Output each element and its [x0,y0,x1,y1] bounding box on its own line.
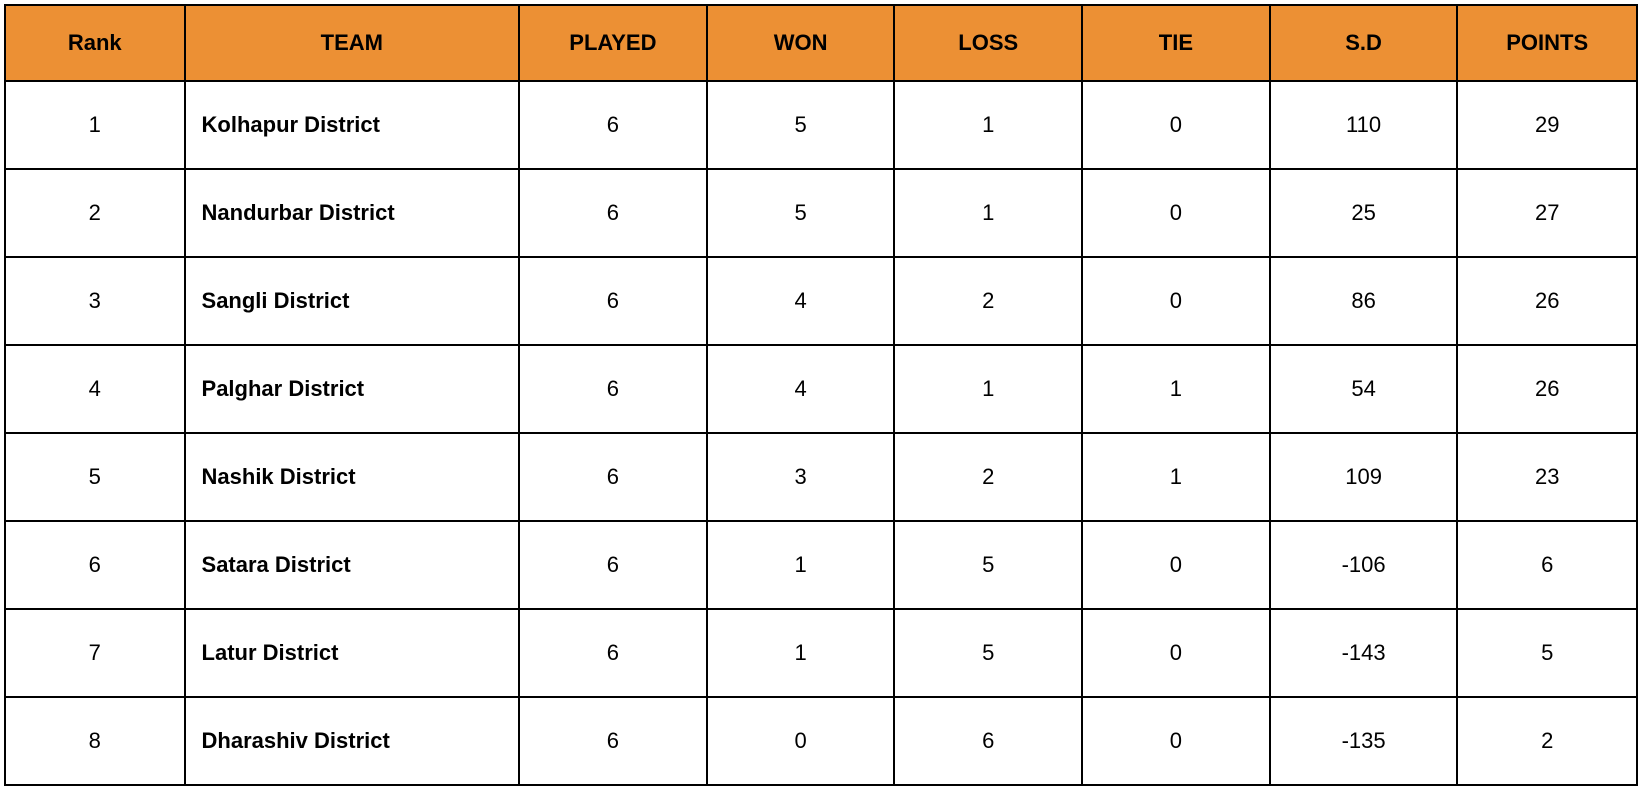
cell-points: 27 [1457,169,1637,257]
cell-rank: 6 [5,521,185,609]
col-header-played: PLAYED [519,5,707,81]
cell-tie: 1 [1082,433,1270,521]
col-header-team: TEAM [185,5,520,81]
cell-points: 26 [1457,345,1637,433]
cell-team: Palghar District [185,345,520,433]
cell-loss: 6 [894,697,1082,785]
cell-tie: 0 [1082,609,1270,697]
cell-won: 1 [707,521,895,609]
cell-points: 23 [1457,433,1637,521]
cell-tie: 0 [1082,521,1270,609]
cell-loss: 5 [894,521,1082,609]
cell-loss: 2 [894,257,1082,345]
cell-won: 5 [707,169,895,257]
cell-sd: 54 [1270,345,1458,433]
cell-rank: 3 [5,257,185,345]
cell-sd: 109 [1270,433,1458,521]
cell-loss: 1 [894,345,1082,433]
table-row: 2 Nandurbar District 6 5 1 0 25 27 [5,169,1637,257]
cell-rank: 4 [5,345,185,433]
table-row: 5 Nashik District 6 3 2 1 109 23 [5,433,1637,521]
cell-points: 5 [1457,609,1637,697]
standings-table: Rank TEAM PLAYED WON LOSS TIE S.D POINTS… [4,4,1638,786]
cell-tie: 0 [1082,257,1270,345]
cell-sd: -135 [1270,697,1458,785]
col-header-points: POINTS [1457,5,1637,81]
cell-team: Latur District [185,609,520,697]
cell-played: 6 [519,433,707,521]
cell-rank: 5 [5,433,185,521]
table-body: 1 Kolhapur District 6 5 1 0 110 29 2 Nan… [5,81,1637,785]
col-header-tie: TIE [1082,5,1270,81]
cell-team: Nashik District [185,433,520,521]
cell-played: 6 [519,521,707,609]
cell-rank: 1 [5,81,185,169]
cell-loss: 1 [894,81,1082,169]
table-row: 4 Palghar District 6 4 1 1 54 26 [5,345,1637,433]
cell-sd: 25 [1270,169,1458,257]
cell-played: 6 [519,697,707,785]
cell-won: 3 [707,433,895,521]
cell-team: Satara District [185,521,520,609]
table-row: 6 Satara District 6 1 5 0 -106 6 [5,521,1637,609]
table-header-row: Rank TEAM PLAYED WON LOSS TIE S.D POINTS [5,5,1637,81]
cell-rank: 7 [5,609,185,697]
cell-loss: 2 [894,433,1082,521]
cell-team: Dharashiv District [185,697,520,785]
cell-rank: 8 [5,697,185,785]
cell-played: 6 [519,257,707,345]
table-row: 8 Dharashiv District 6 0 6 0 -135 2 [5,697,1637,785]
cell-won: 0 [707,697,895,785]
cell-played: 6 [519,609,707,697]
cell-points: 2 [1457,697,1637,785]
cell-played: 6 [519,345,707,433]
table-row: 7 Latur District 6 1 5 0 -143 5 [5,609,1637,697]
cell-sd: 86 [1270,257,1458,345]
cell-won: 1 [707,609,895,697]
cell-rank: 2 [5,169,185,257]
col-header-loss: LOSS [894,5,1082,81]
cell-tie: 0 [1082,169,1270,257]
col-header-sd: S.D [1270,5,1458,81]
cell-points: 6 [1457,521,1637,609]
cell-team: Nandurbar District [185,169,520,257]
cell-played: 6 [519,81,707,169]
cell-won: 5 [707,81,895,169]
cell-played: 6 [519,169,707,257]
cell-sd: -143 [1270,609,1458,697]
col-header-won: WON [707,5,895,81]
cell-sd: -106 [1270,521,1458,609]
table-row: 1 Kolhapur District 6 5 1 0 110 29 [5,81,1637,169]
cell-tie: 1 [1082,345,1270,433]
table-row: 3 Sangli District 6 4 2 0 86 26 [5,257,1637,345]
cell-team: Sangli District [185,257,520,345]
cell-loss: 5 [894,609,1082,697]
col-header-rank: Rank [5,5,185,81]
cell-won: 4 [707,345,895,433]
cell-loss: 1 [894,169,1082,257]
cell-tie: 0 [1082,81,1270,169]
cell-points: 29 [1457,81,1637,169]
cell-team: Kolhapur District [185,81,520,169]
cell-tie: 0 [1082,697,1270,785]
cell-sd: 110 [1270,81,1458,169]
cell-points: 26 [1457,257,1637,345]
cell-won: 4 [707,257,895,345]
